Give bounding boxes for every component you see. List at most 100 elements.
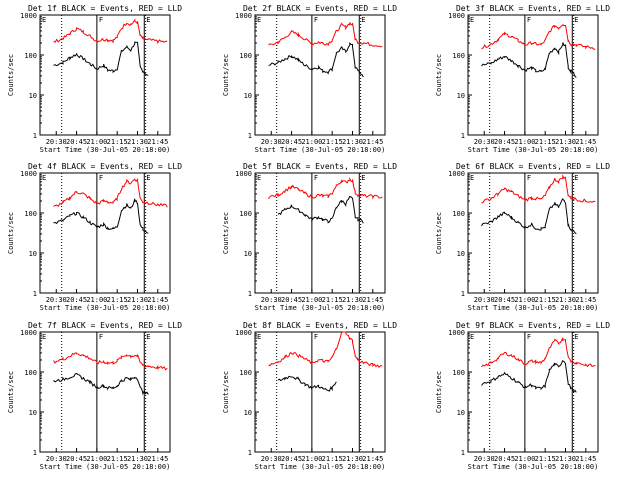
x-tick-label: 20:45 <box>281 138 302 146</box>
x-tick-label: 20:30 <box>474 296 495 304</box>
y-tick-label: 10 <box>29 250 37 258</box>
x-tick-label: 21:00 <box>301 138 322 146</box>
marker-label: E <box>257 174 261 182</box>
y-tick-label: 10 <box>29 409 37 417</box>
y-axis-label: Counts/sec <box>435 371 443 413</box>
marker-label: E <box>42 174 46 182</box>
marker-label: E <box>470 16 474 24</box>
y-tick-label: 1000 <box>235 12 252 20</box>
x-tick-label: 21:15 <box>107 455 128 463</box>
marker-label: F <box>99 16 103 24</box>
detector-panel-6: Det 6f BLACK = Events, RED = LLD Counts/s… <box>435 162 610 312</box>
lld-series-line <box>268 177 383 200</box>
y-axis-label: Counts/sec <box>222 212 230 254</box>
detector-panel-9: Det 9f BLACK = Events, RED = LLD Counts/s… <box>435 321 610 471</box>
y-tick-label: 1000 <box>448 12 465 20</box>
x-tick-label: 21:45 <box>147 138 168 146</box>
y-axis-label: Counts/sec <box>7 212 15 254</box>
events-series-line <box>53 372 149 396</box>
panel-title: Det 3f BLACK = Events, RED = LLD <box>456 4 610 13</box>
events-series-line <box>481 360 577 394</box>
marker-label: F <box>314 16 318 24</box>
x-tick-label: 20:45 <box>494 296 515 304</box>
y-tick-label: 1000 <box>235 170 252 178</box>
x-axis-label: Start Time (30-Jul-05 20:18:00) <box>40 463 171 471</box>
detector-panel-5: Det 5f BLACK = Events, RED = LLD Counts/s… <box>222 162 397 312</box>
marker-label: E <box>574 16 578 24</box>
y-tick-label: 1 <box>461 290 465 298</box>
y-tick-label: 1 <box>33 290 37 298</box>
y-tick-label: 100 <box>24 210 37 218</box>
events-series-line <box>268 41 364 78</box>
panel-title: Det 4f BLACK = Events, RED = LLD <box>28 162 182 171</box>
panel-title: Det 8f BLACK = Events, RED = LLD <box>243 321 397 330</box>
y-tick-label: 1 <box>461 449 465 457</box>
x-tick-label: 20:30 <box>474 138 495 146</box>
y-tick-label: 1 <box>33 132 37 140</box>
x-tick-label: 20:45 <box>281 455 302 463</box>
x-tick-label: 20:30 <box>46 455 67 463</box>
events-series-line <box>481 42 577 78</box>
x-tick-label: 21:30 <box>342 296 363 304</box>
x-tick-label: 21:00 <box>514 455 535 463</box>
lld-series-line <box>53 18 168 45</box>
x-tick-label: 21:30 <box>127 455 148 463</box>
x-axis-label: Start Time (30-Jul-05 20:18:00) <box>255 146 386 154</box>
marker-label: F <box>527 16 531 24</box>
x-tick-label: 21:15 <box>322 455 343 463</box>
x-axis-label: Start Time (30-Jul-05 20:18:00) <box>40 304 171 312</box>
marker-label: F <box>314 174 318 182</box>
plot-frame <box>467 14 599 136</box>
x-tick-label: 20:45 <box>66 296 87 304</box>
y-axis-label: Counts/sec <box>7 54 15 96</box>
x-tick-label: 20:30 <box>46 138 67 146</box>
events-series-line <box>53 198 149 234</box>
panel-title: Det 2f BLACK = Events, RED = LLD <box>243 4 397 13</box>
plot-frame <box>39 14 171 136</box>
plot-frame <box>254 331 386 453</box>
x-tick-label: 21:00 <box>514 138 535 146</box>
detector-panel-8: Det 8f BLACK = Events, RED = LLD Counts/s… <box>222 321 397 471</box>
y-axis-label: Counts/sec <box>222 54 230 96</box>
y-tick-label: 100 <box>452 210 465 218</box>
marker-label: F <box>99 174 103 182</box>
y-tick-label: 10 <box>457 250 465 258</box>
marker-label: E <box>574 333 578 341</box>
x-tick-label: 20:30 <box>261 296 282 304</box>
lld-series-line <box>268 331 383 369</box>
x-tick-label: 21:15 <box>322 296 343 304</box>
panel-title: Det 6f BLACK = Events, RED = LLD <box>456 162 610 171</box>
y-tick-label: 100 <box>24 52 37 60</box>
x-tick-label: 21:15 <box>107 138 128 146</box>
x-tick-label: 20:30 <box>474 455 495 463</box>
x-axis-label: Start Time (30-Jul-05 20:18:00) <box>468 146 599 154</box>
x-tick-label: 21:45 <box>575 455 596 463</box>
events-series-line <box>277 375 337 392</box>
marker-label: E <box>574 174 578 182</box>
x-tick-label: 21:30 <box>342 455 363 463</box>
y-tick-label: 1 <box>461 132 465 140</box>
x-tick-label: 21:45 <box>362 455 383 463</box>
plot-frame <box>39 172 171 294</box>
x-tick-label: 21:00 <box>301 296 322 304</box>
x-axis-label: Start Time (30-Jul-05 20:18:00) <box>468 304 599 312</box>
marker-label: E <box>42 333 46 341</box>
y-tick-label: 10 <box>244 409 252 417</box>
lld-series-line <box>53 177 168 208</box>
x-tick-label: 21:00 <box>514 296 535 304</box>
y-axis-label: Counts/sec <box>435 212 443 254</box>
marker-label: E <box>470 333 474 341</box>
panel-title: Det 5f BLACK = Events, RED = LLD <box>243 162 397 171</box>
marker-label: E <box>361 174 365 182</box>
y-tick-label: 1000 <box>448 329 465 337</box>
detector-panel-2: Det 2f BLACK = Events, RED = LLD Counts/s… <box>222 4 397 154</box>
detector-panel-1: Det 1f BLACK = Events, RED = LLD Counts/s… <box>7 4 182 154</box>
x-tick-label: 21:30 <box>127 138 148 146</box>
marker-label: E <box>470 174 474 182</box>
detector-panel-4: Det 4f BLACK = Events, RED = LLD Counts/s… <box>7 162 182 312</box>
x-tick-label: 20:45 <box>66 455 87 463</box>
marker-label: E <box>146 333 150 341</box>
marker-label: E <box>42 16 46 24</box>
plot-frame <box>254 14 386 136</box>
